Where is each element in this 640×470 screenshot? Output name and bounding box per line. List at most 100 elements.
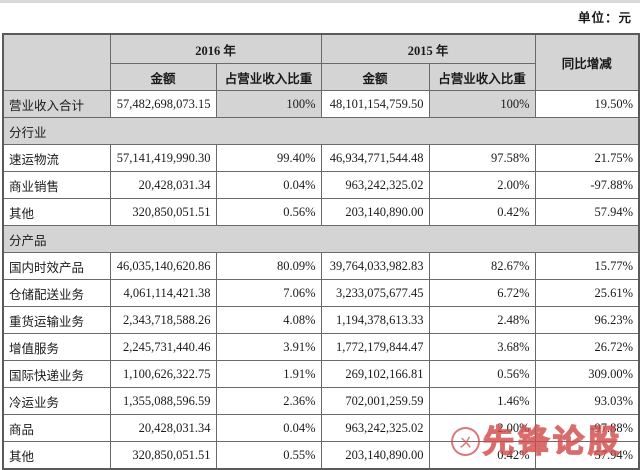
cell-amount-2015: 963,242,325.02 [320,171,430,199]
row-label: 冷运业务 [2,387,111,415]
table-row: 仓储配送业务 4,061,114,421.38 7.06% 3,233,075,… [2,279,640,307]
cell-yoy: 57.94% [534,198,640,226]
cell-yoy: 93.03% [534,387,640,415]
cell-yoy: 15.77% [534,252,640,280]
corner-cell [2,33,111,91]
cell-amount-2015: 1,772,179,844.47 [320,333,430,361]
cell-yoy: 96.23% [534,306,640,334]
cell-amount-2016: 2,343,718,588.26 [109,306,217,334]
yoy-header: 同比增减 [534,33,640,91]
cell-proportion-2016: 100% [215,90,322,118]
cell-yoy: -97.88% [534,414,640,442]
cell-proportion-2016: 1.91% [215,360,322,388]
cell-proportion-2016: 0.04% [215,414,322,442]
cell-amount-2015: 48,101,154,759.50 [320,90,430,118]
cell-amount-2016: 1,100,626,322.75 [109,360,217,388]
cell-proportion-2015: 0.42% [428,198,536,226]
cell-proportion-2015: 82.67% [428,252,536,280]
cell-amount-2015: 39,764,033,982.83 [320,252,430,280]
cell-amount-2015: 46,934,771,544.48 [320,144,430,172]
cell-yoy: -97.88% [534,171,640,199]
row-label: 国际快递业务 [2,360,111,388]
page-top-edge [0,0,640,3]
table-row: 速运物流 57,141,419,990.30 99.40% 46,934,771… [2,144,640,172]
cell-amount-2016: 46,035,140,620.86 [109,252,217,280]
row-label: 营业收入合计 [2,90,111,118]
cell-yoy: 21.75% [534,144,640,172]
row-label: 速运物流 [2,144,111,172]
cell-amount-2015: 203,140,890.00 [320,441,430,470]
cell-amount-2015: 203,140,890.00 [320,198,430,226]
section-row: 分行业 [2,117,640,145]
table-row: 国内时效产品 46,035,140,620.86 80.09% 39,764,0… [2,252,640,280]
cell-proportion-2015: 6.72% [428,279,536,307]
table-row: 重货运输业务 2,343,718,588.26 4.08% 1,194,378,… [2,306,640,334]
cell-yoy: 19.50% [534,90,640,118]
cell-proportion-2016: 80.09% [215,252,322,280]
proportion-2015-header: 占营业收入比重 [428,63,536,91]
cell-proportion-2016: 0.55% [215,441,322,470]
amount-2016-header: 金额 [109,63,217,91]
revenue-breakdown-table: 2016 年 2015 年 同比增减 金额 占营业收入比重 金额 占营业收入比重… [2,33,640,470]
total-row: 营业收入合计 57,482,698,073.15 100% 48,101,154… [2,90,640,118]
header-row-years: 2016 年 2015 年 同比增减 [2,33,640,91]
cell-amount-2016: 20,428,031.34 [109,171,217,199]
year-2015-header: 2015 年 [320,33,536,64]
unit-label: 单位：元 [577,11,632,25]
cell-amount-2016: 4,061,114,421.38 [109,279,217,307]
table-row: 其他 320,850,051.51 0.55% 203,140,890.00 0… [2,441,640,470]
cell-proportion-2015: 2.00% [428,171,536,199]
cell-proportion-2015: 97.58% [428,144,536,172]
cell-amount-2015: 702,001,259.59 [320,387,430,415]
proportion-2016-header: 占营业收入比重 [215,63,322,91]
header-row-measures: 金额 占营业收入比重 金额 占营业收入比重 [3,63,639,91]
table-row: 商业销售 20,428,031.34 0.04% 963,242,325.02 … [2,171,640,199]
cell-yoy: 57.94% [534,441,640,470]
row-label: 增值服务 [2,333,111,361]
cell-amount-2016: 320,850,051.51 [109,198,217,226]
row-label: 商业销售 [2,171,111,199]
row-label: 商品 [2,414,111,442]
cell-proportion-2016: 7.06% [215,279,322,307]
cell-amount-2016: 2,245,731,440.46 [109,333,217,361]
cell-amount-2015: 963,242,325.02 [320,414,430,442]
row-label: 其他 [2,198,111,226]
row-label: 仓储配送业务 [2,279,111,307]
section-row: 分产品 [2,225,640,253]
cell-proportion-2016: 0.56% [215,198,322,226]
cell-proportion-2016: 0.04% [215,171,322,199]
cell-amount-2016: 57,141,419,990.30 [109,144,217,172]
table-row: 冷运业务 1,355,088,596.59 2.36% 702,001,259.… [2,387,640,415]
cell-proportion-2016: 4.08% [215,306,322,334]
cell-amount-2016: 57,482,698,073.15 [109,90,217,118]
table-row: 商品 20,428,031.34 0.04% 963,242,325.02 2.… [2,414,640,442]
cell-proportion-2016: 2.36% [215,387,322,415]
table-row: 其他 320,850,051.51 0.56% 203,140,890.00 0… [2,198,640,226]
cell-proportion-2015: 3.68% [428,333,536,361]
cell-amount-2015: 3,233,075,677.45 [320,279,430,307]
section-label: 分产品 [2,225,640,253]
cell-proportion-2015: 2.48% [428,306,536,334]
cell-proportion-2016: 99.40% [215,144,322,172]
year-2016-header: 2016 年 [109,33,322,64]
amount-2015-header: 金额 [320,63,430,91]
cell-amount-2016: 1,355,088,596.59 [109,387,217,415]
section-label: 分行业 [2,117,640,145]
cell-proportion-2015: 0.42% [428,441,536,470]
row-label: 重货运输业务 [2,306,111,334]
table-row: 增值服务 2,245,731,440.46 3.91% 1,772,179,84… [2,333,640,361]
cell-proportion-2015: 1.46% [428,387,536,415]
cell-yoy: 26.72% [534,333,640,361]
row-label: 其他 [2,441,111,470]
table-row: 国际快递业务 1,100,626,322.75 1.91% 269,102,16… [2,360,640,388]
cell-proportion-2016: 3.91% [215,333,322,361]
cell-proportion-2015: 0.56% [428,360,536,388]
cell-yoy: 25.61% [534,279,640,307]
cell-yoy: 309.00% [534,360,640,388]
cell-proportion-2015: 100% [428,90,536,118]
row-label: 国内时效产品 [2,252,111,280]
cell-amount-2016: 320,850,051.51 [109,441,217,470]
cell-proportion-2015: 2.00% [428,414,536,442]
cell-amount-2016: 20,428,031.34 [109,414,217,442]
cell-amount-2015: 1,194,378,613.33 [320,306,430,334]
